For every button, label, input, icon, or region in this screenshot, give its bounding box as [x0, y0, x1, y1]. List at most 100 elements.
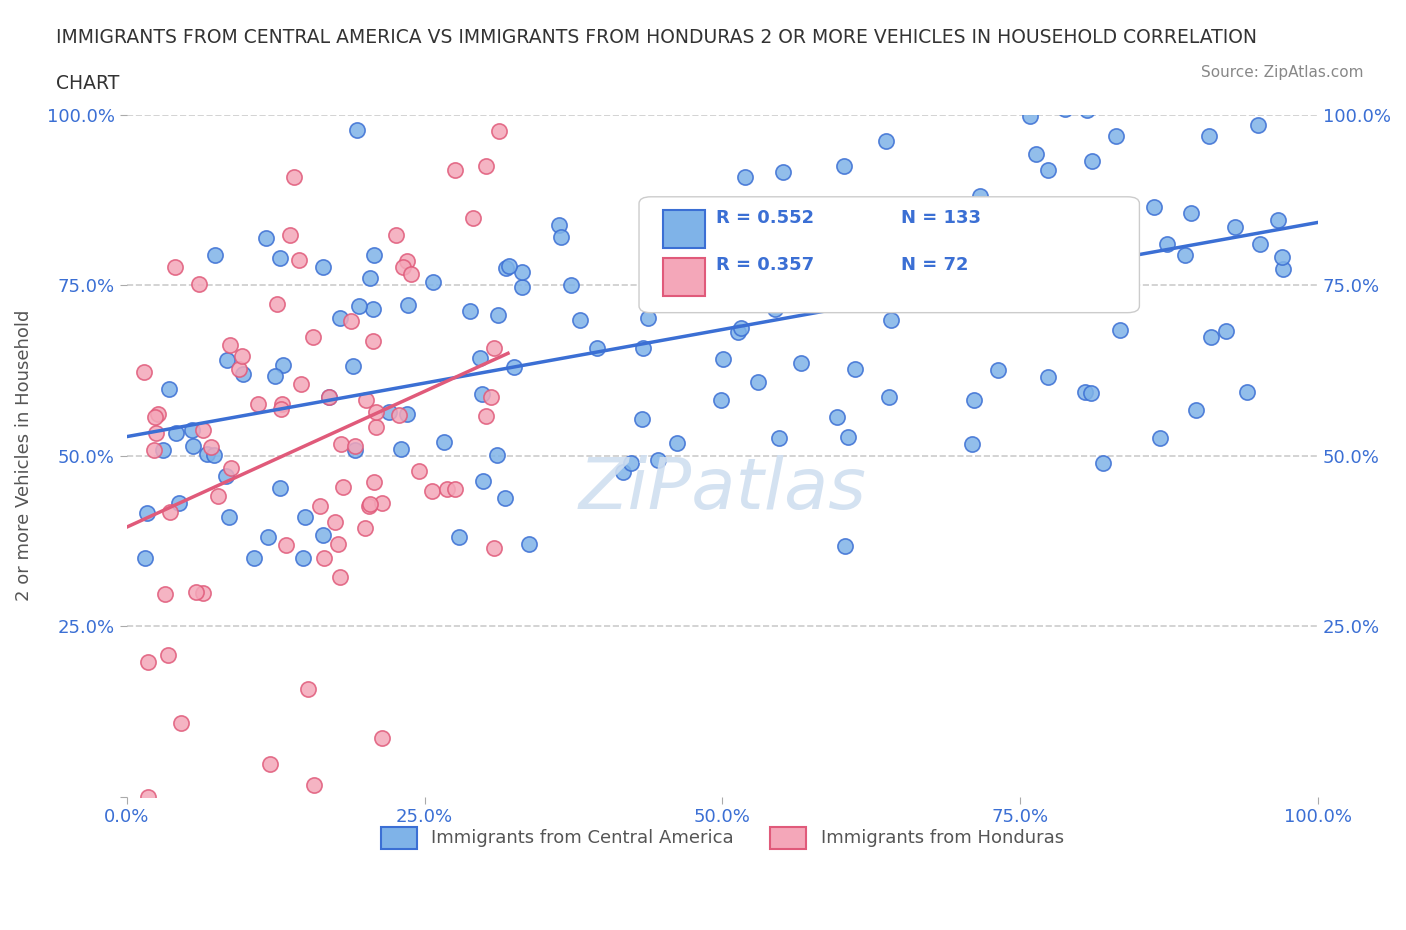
Immigrants from Central America [215, 468, 238, 483]
Immigrants from Central America [346, 122, 368, 137]
Immigrants from Central America [271, 357, 294, 372]
Immigrants from Honduras [153, 586, 176, 601]
Bar [662, 259, 704, 296]
Immigrants from Honduras [395, 254, 418, 269]
Immigrants from Honduras [266, 297, 288, 312]
Immigrants from Honduras [259, 757, 281, 772]
Immigrants from Central America [1247, 118, 1270, 133]
Immigrants from Central America [665, 435, 688, 450]
Immigrants from Central America [1271, 249, 1294, 264]
Text: R = 0.552: R = 0.552 [717, 208, 814, 227]
Text: Source: ZipAtlas.com: Source: ZipAtlas.com [1201, 65, 1364, 80]
Immigrants from Central America [1090, 235, 1112, 250]
Immigrants from Honduras [343, 438, 366, 453]
Immigrants from Central America [269, 481, 291, 496]
Immigrants from Central America [837, 429, 859, 444]
Immigrants from Central America [768, 431, 790, 445]
Immigrants from Central America [471, 386, 494, 401]
Immigrants from Central America [569, 312, 592, 327]
Immigrants from Central America [685, 255, 707, 270]
Immigrants from Central America [1038, 214, 1060, 229]
Immigrants from Honduras [138, 655, 160, 670]
Immigrants from Honduras [219, 461, 242, 476]
Immigrants from Central America [1198, 128, 1220, 143]
Immigrants from Central America [862, 290, 884, 305]
Immigrants from Central America [195, 447, 218, 462]
Bar [662, 210, 704, 248]
Immigrants from Central America [458, 304, 481, 319]
Immigrants from Honduras [270, 402, 292, 417]
Immigrants from Central America [772, 165, 794, 179]
Immigrants from Central America [747, 374, 769, 389]
Immigrants from Central America [512, 280, 534, 295]
Immigrants from Central America [789, 356, 811, 371]
Immigrants from Central America [1080, 386, 1102, 401]
Immigrants from Central America [1076, 102, 1098, 117]
Immigrants from Central America [472, 474, 495, 489]
Immigrants from Central America [1199, 329, 1222, 344]
Immigrants from Honduras [163, 259, 186, 274]
Immigrants from Honduras [371, 731, 394, 746]
Immigrants from Honduras [191, 423, 214, 438]
Immigrants from Central America [398, 298, 420, 312]
Immigrants from Honduras [482, 540, 505, 555]
Immigrants from Honduras [288, 252, 311, 267]
Text: R = 0.357: R = 0.357 [717, 257, 814, 274]
Immigrants from Honduras [340, 313, 363, 328]
Immigrants from Central America [343, 443, 366, 458]
Immigrants from Central America [396, 406, 419, 421]
Immigrants from Honduras [330, 436, 353, 451]
Immigrants from Central America [1174, 247, 1197, 262]
Immigrants from Central America [135, 505, 157, 520]
Immigrants from Central America [157, 381, 180, 396]
Immigrants from Honduras [159, 504, 181, 519]
Immigrants from Central America [167, 496, 190, 511]
Immigrants from Central America [1292, 73, 1315, 88]
Immigrants from Central America [494, 490, 516, 505]
Immigrants from Central America [908, 227, 931, 242]
Immigrants from Central America [744, 246, 766, 260]
Immigrants from Central America [969, 189, 991, 204]
Immigrants from Honduras [366, 405, 388, 419]
Immigrants from Honduras [329, 570, 352, 585]
FancyBboxPatch shape [638, 197, 1139, 312]
Immigrants from Central America [1081, 154, 1104, 169]
Immigrants from Honduras [191, 586, 214, 601]
Immigrants from Central America [875, 134, 897, 149]
Immigrants from Honduras [271, 396, 294, 411]
Immigrants from Central America [711, 352, 734, 366]
Immigrants from Central America [1156, 237, 1178, 252]
Immigrants from Central America [433, 434, 456, 449]
Immigrants from Central America [1184, 403, 1206, 418]
Immigrants from Honduras [302, 777, 325, 792]
Immigrants from Central America [447, 530, 470, 545]
Immigrants from Honduras [145, 425, 167, 440]
Immigrants from Central America [1081, 296, 1104, 311]
Immigrants from Honduras [302, 330, 325, 345]
Immigrants from Central America [517, 537, 540, 551]
Immigrants from Central America [1074, 384, 1097, 399]
Immigrants from Central America [359, 271, 381, 286]
Immigrants from Honduras [387, 407, 409, 422]
Immigrants from Honduras [283, 169, 305, 184]
Immigrants from Central America [647, 452, 669, 467]
Immigrants from Central America [1053, 101, 1076, 116]
Immigrants from Central America [1109, 323, 1132, 338]
Immigrants from Central America [292, 551, 315, 565]
Immigrants from Honduras [297, 682, 319, 697]
Immigrants from Honduras [479, 390, 502, 405]
Immigrants from Central America [1036, 369, 1059, 384]
Immigrants from Central America [834, 538, 856, 553]
Immigrants from Honduras [186, 584, 208, 599]
Text: ZiPatlas: ZiPatlas [578, 456, 866, 525]
Immigrants from Honduras [207, 489, 229, 504]
Immigrants from Honduras [309, 498, 332, 513]
Immigrants from Central America [378, 405, 401, 420]
Immigrants from Central America [1105, 128, 1128, 143]
Immigrants from Honduras [482, 340, 505, 355]
Immigrants from Central America [218, 509, 240, 524]
Immigrants from Central America [962, 436, 984, 451]
Immigrants from Central America [612, 465, 634, 480]
Immigrants from Central America [631, 412, 654, 427]
Immigrants from Honduras [399, 266, 422, 281]
